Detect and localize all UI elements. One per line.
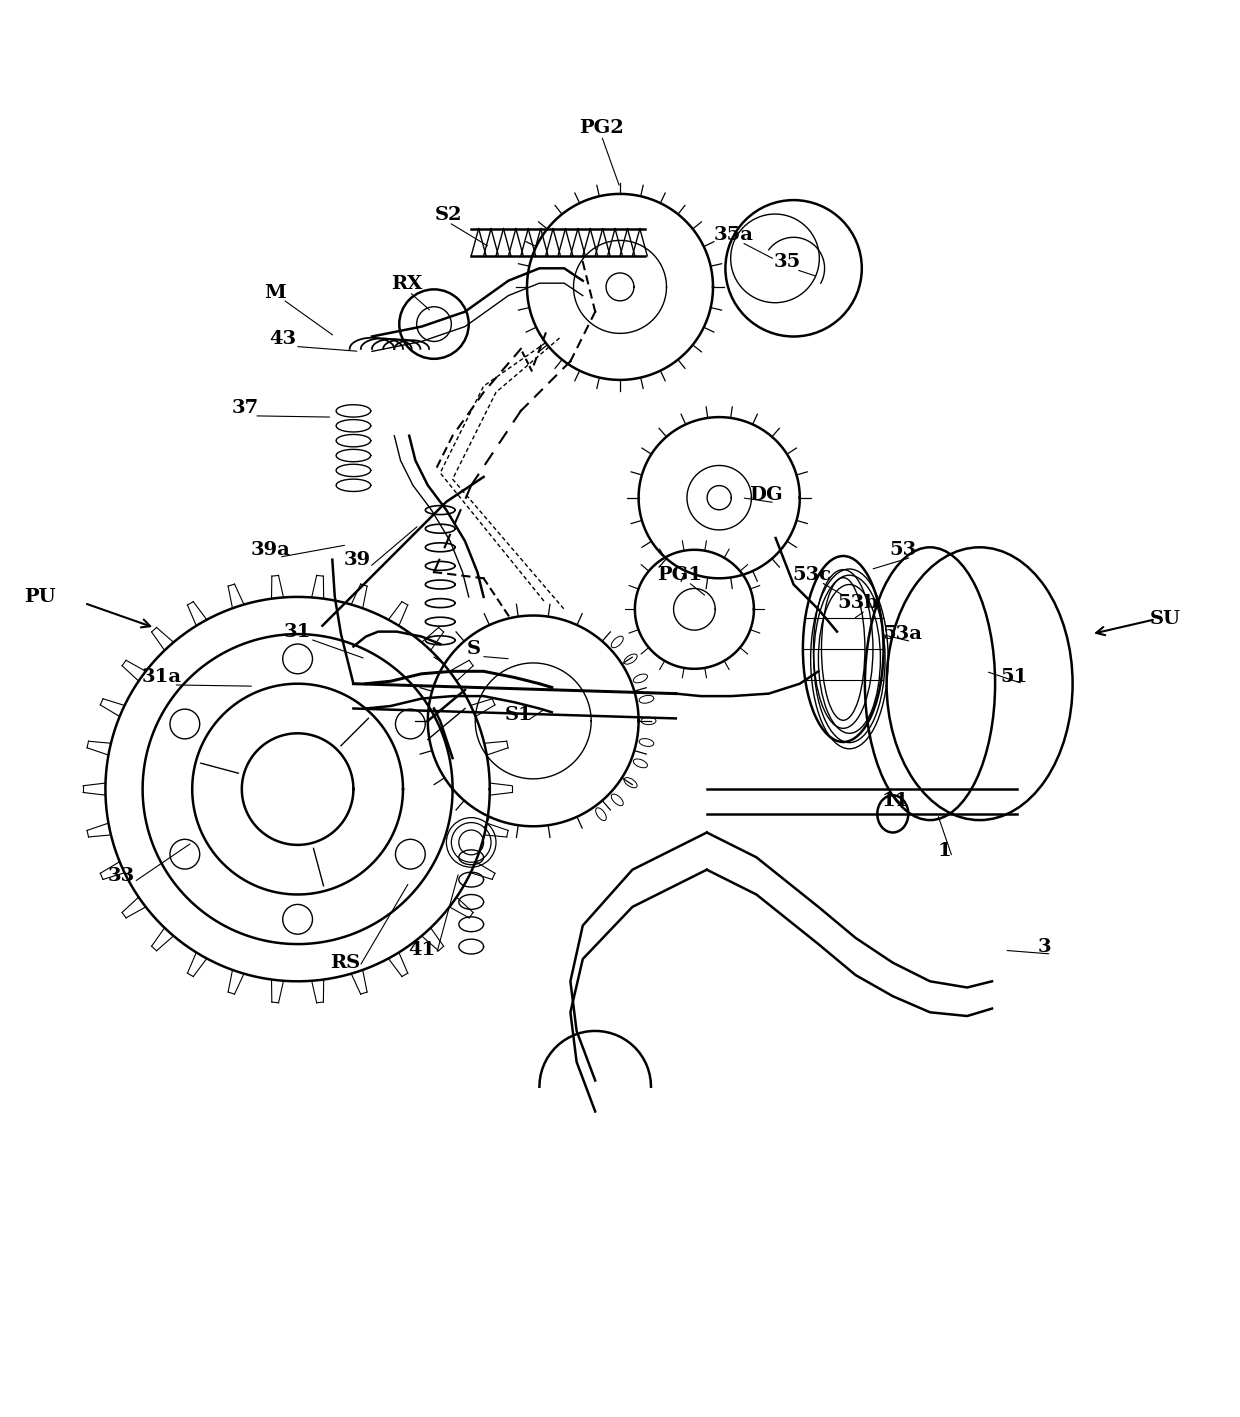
- Text: PG1: PG1: [657, 565, 702, 584]
- Text: RX: RX: [391, 275, 423, 293]
- Text: 53a: 53a: [883, 625, 923, 643]
- Text: 43: 43: [269, 330, 296, 349]
- Text: 53c: 53c: [792, 565, 832, 584]
- Text: 51: 51: [1001, 669, 1028, 686]
- Text: 39: 39: [343, 551, 371, 568]
- Text: 31a: 31a: [141, 669, 181, 686]
- Text: 53b: 53b: [838, 594, 878, 612]
- Text: M: M: [264, 283, 286, 302]
- Text: SU: SU: [1151, 611, 1180, 628]
- Text: 53: 53: [889, 541, 916, 558]
- Text: 35a: 35a: [714, 225, 754, 244]
- Text: S1: S1: [505, 706, 532, 724]
- Text: S: S: [466, 640, 481, 657]
- Text: S2: S2: [435, 205, 463, 224]
- Text: 39a: 39a: [250, 541, 290, 558]
- Text: RS: RS: [330, 954, 360, 972]
- Text: 3: 3: [1038, 938, 1050, 955]
- Text: 41: 41: [408, 941, 435, 959]
- Text: 37: 37: [232, 400, 259, 418]
- Text: 33: 33: [108, 867, 135, 884]
- Text: 31: 31: [284, 622, 311, 640]
- Text: PG2: PG2: [579, 119, 624, 137]
- Text: 1: 1: [937, 842, 952, 860]
- Text: PU: PU: [24, 588, 56, 606]
- Text: 11: 11: [882, 792, 909, 811]
- Text: 35: 35: [774, 254, 801, 271]
- Text: DG: DG: [749, 486, 784, 504]
